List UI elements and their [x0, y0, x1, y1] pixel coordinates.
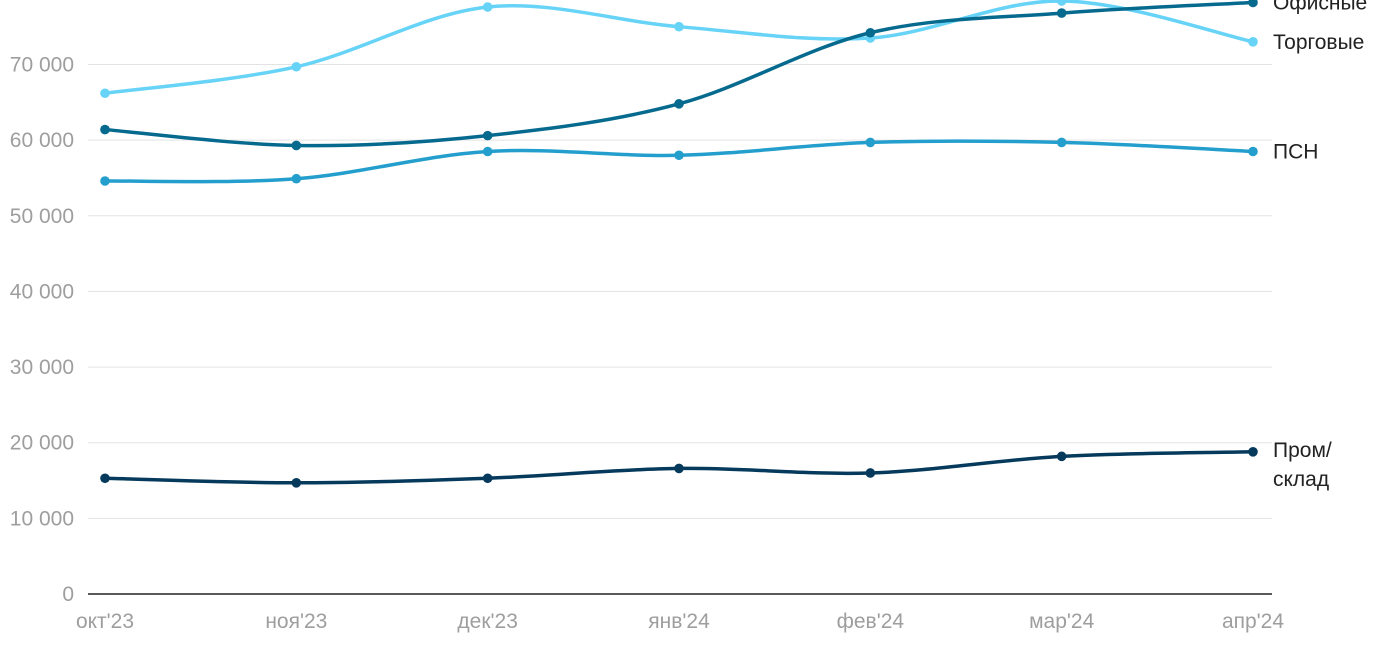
data-point: [291, 61, 302, 72]
series-label: Офисные: [1273, 0, 1367, 14]
y-tick-label: 50 000: [10, 205, 74, 228]
y-tick-label: 70 000: [10, 54, 74, 77]
data-point: [482, 146, 493, 157]
series-labels: Торговые Офисные ПСН Пром/склад: [1273, 0, 1367, 491]
y-tick-label: 40 000: [10, 280, 74, 303]
data-point: [1056, 0, 1067, 6]
series-label: Торговые: [1273, 31, 1364, 54]
data-point: [482, 473, 493, 484]
x-tick-label: дек'23: [457, 610, 518, 633]
y-axis-ticks: 0 10 000 20 000 30 000 40 000 50 000 60 000 70 …: [10, 54, 74, 606]
data-point: [291, 140, 302, 151]
data-point: [1056, 137, 1067, 148]
data-point: [482, 2, 493, 12]
data-point: [291, 173, 302, 184]
data-point: [100, 176, 110, 186]
series-label: ПСН: [1273, 141, 1318, 164]
data-point: [674, 21, 684, 32]
series-торговые: [100, 0, 1258, 99]
y-tick-label: 10 000: [10, 507, 74, 530]
data-point: [291, 478, 302, 488]
series-пром-склад: [100, 446, 1258, 488]
y-tick-label: 20 000: [10, 432, 74, 455]
x-tick-label: апр'24: [1222, 610, 1284, 633]
data-point: [1248, 0, 1258, 8]
data-point: [1056, 8, 1067, 18]
x-tick-label: мар'24: [1029, 610, 1094, 633]
series-group: [100, 0, 1258, 488]
data-point: [1248, 446, 1258, 457]
data-point: [100, 473, 110, 484]
data-point: [100, 124, 110, 135]
x-axis-ticks: окт'23 ноя'23 дек'23 янв'24 фев'24 мар'24 апр'…: [76, 610, 1284, 633]
data-point: [865, 137, 876, 148]
series-label: Пром/склад: [1273, 439, 1332, 491]
data-point: [865, 468, 876, 478]
x-tick-label: янв'24: [648, 610, 710, 633]
data-point: [674, 99, 684, 109]
data-point: [1056, 451, 1067, 462]
x-tick-label: окт'23: [76, 610, 134, 633]
data-point: [482, 130, 493, 141]
data-point: [100, 88, 110, 99]
data-point: [1248, 37, 1258, 47]
gridlines: [88, 64, 1272, 595]
data-point: [674, 150, 684, 161]
y-tick-label: 30 000: [10, 356, 74, 379]
series-офисные: [100, 0, 1258, 151]
data-point: [674, 463, 684, 474]
data-point: [1248, 146, 1258, 157]
y-tick-label: 60 000: [10, 129, 74, 152]
data-point: [865, 27, 876, 38]
series-line: [103, 139, 1255, 184]
x-tick-label: ноя'23: [265, 610, 327, 633]
series-line: [103, 0, 1255, 96]
x-tick-label: фев'24: [837, 610, 905, 633]
series-псн: [100, 137, 1258, 186]
y-tick-label: 0: [62, 583, 74, 606]
